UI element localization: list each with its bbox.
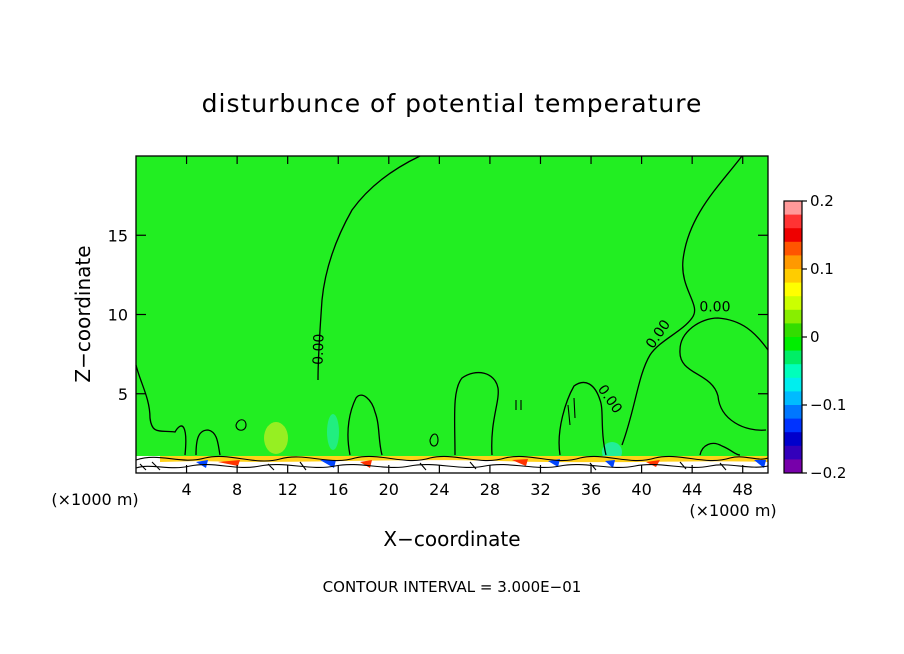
x-tick-label: 20 xyxy=(379,480,399,499)
colorbar-swatch xyxy=(784,269,802,284)
y-tick-label: 10 xyxy=(108,306,128,325)
colorbar-swatch xyxy=(784,323,802,338)
anomaly-blob xyxy=(264,422,288,454)
x-tick-label: 12 xyxy=(278,480,298,499)
colorbar-swatch xyxy=(784,201,802,216)
contour-line xyxy=(235,419,247,431)
colorbar-swatch xyxy=(784,228,802,243)
colorbar-swatch xyxy=(784,364,802,379)
colorbar-swatch xyxy=(784,391,802,406)
colorbar-tick-label: 0.2 xyxy=(810,192,834,210)
contour-line xyxy=(195,429,221,456)
colorbar-swatch xyxy=(784,350,802,365)
x-tick-label: 36 xyxy=(581,480,601,499)
colorbar-swatch xyxy=(784,214,802,229)
colorbar: 0.2 0.1 0 −0.1 −0.2 xyxy=(783,192,846,482)
x-tick-label: 4 xyxy=(181,480,191,499)
x-tick-label: 48 xyxy=(733,480,753,499)
x-tick-label: 44 xyxy=(682,480,702,499)
colorbar-swatch xyxy=(784,418,802,433)
x-axis-label: X−coordinate xyxy=(383,527,520,551)
colorbar-swatch xyxy=(784,432,802,447)
x-tick-label: 8 xyxy=(232,480,242,499)
y-axis-label: Z−coordinate xyxy=(71,245,95,382)
contour-line xyxy=(515,397,576,426)
plot-area: 0.000.000.000.00 4 8 12 16 20 24 28 32 36 40 44 48 … xyxy=(108,155,769,499)
x-tick-label: 32 xyxy=(530,480,550,499)
y-axis: 5 10 15 xyxy=(108,226,768,404)
field-background xyxy=(136,156,768,473)
colorbar-swatch xyxy=(784,282,802,297)
x-axis: 4 8 12 16 20 24 28 32 36 40 44 48 xyxy=(181,156,753,499)
colorbar-swatch xyxy=(784,459,802,474)
x-unit-right: (×1000 m) xyxy=(689,501,776,520)
colorbar-swatch xyxy=(784,296,802,311)
contour-line xyxy=(429,433,439,447)
colorbar-swatch xyxy=(784,337,802,352)
contour-line xyxy=(558,381,607,456)
contour-line xyxy=(699,442,741,456)
contour-line xyxy=(453,371,499,456)
colorbar-swatch xyxy=(784,377,802,392)
contour-label: 0.00 xyxy=(699,299,730,315)
contour-interval-footer: CONTOUR INTERVAL = 3.000E−01 xyxy=(323,578,582,596)
surface-contours xyxy=(135,455,769,471)
surface-band-warm xyxy=(160,456,768,463)
x-tick-label: 28 xyxy=(480,480,500,499)
colorbar-swatch xyxy=(784,309,802,324)
contour-label: 0.00 xyxy=(311,333,328,365)
colorbar-swatch xyxy=(784,445,802,460)
contour-line xyxy=(317,155,421,381)
colorbar-tick-label: 0 xyxy=(810,328,820,346)
contour-line xyxy=(679,317,769,431)
contour-line xyxy=(135,364,187,456)
colorbar-swatch xyxy=(784,255,802,270)
colorbar-swatch xyxy=(784,405,802,420)
x-unit-left: (×1000 m) xyxy=(51,490,138,509)
colorbar-swatch xyxy=(784,241,802,256)
colorbar-tick-label: −0.1 xyxy=(810,396,846,414)
chart-title: disturbunce of potential temperature xyxy=(202,89,703,118)
x-tick-label: 24 xyxy=(429,480,449,499)
colorbar-tick-label: 0.1 xyxy=(810,260,834,278)
anomaly-blob xyxy=(327,414,339,450)
contour-line xyxy=(621,155,743,446)
y-tick-label: 5 xyxy=(118,385,128,404)
x-tick-label: 16 xyxy=(328,480,348,499)
contour-line xyxy=(347,394,383,456)
colorbar-tick-label: −0.2 xyxy=(810,464,846,482)
x-tick-label: 40 xyxy=(631,480,651,499)
y-tick-label: 15 xyxy=(108,226,128,245)
